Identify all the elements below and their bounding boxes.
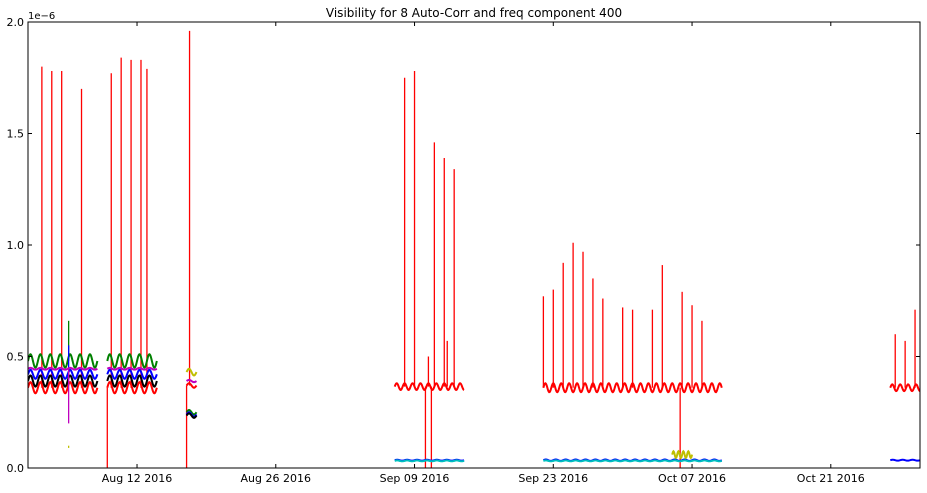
series-4-segment-0	[185, 367, 198, 377]
series-5-segment-1	[106, 366, 158, 371]
series-4	[67, 367, 694, 460]
x-tick-label-0: Aug 12 2016	[102, 472, 172, 485]
y-tick-label-3: 1.5	[7, 128, 25, 141]
series-0	[28, 30, 920, 468]
series-0-segment-3	[393, 382, 465, 392]
plot-frame	[27, 21, 921, 469]
series-5-segment-2	[186, 378, 198, 384]
series-0-segment-2	[185, 382, 198, 389]
x-tick-label-2: Sep 09 2016	[380, 472, 450, 485]
series-6	[394, 459, 723, 463]
y-tick-label-4: 2.0	[7, 16, 25, 29]
series-6-segment-0	[394, 459, 465, 463]
series-5	[28, 366, 198, 424]
series-2-segment-5	[890, 458, 920, 462]
series-1-segment-2	[185, 409, 198, 416]
series-5-segment-0	[28, 366, 98, 371]
x-axis: Aug 12 2016 Aug 26 2016 Sep 09 2016 Sep 23 …	[102, 22, 865, 485]
series-6-segment-1	[543, 459, 723, 463]
series-3-segment-2	[185, 412, 198, 419]
series-2-segment-0	[28, 368, 99, 380]
series-1-segment-0	[28, 353, 99, 369]
series-1-segment-1	[106, 353, 158, 369]
series-0-segment-1	[106, 381, 158, 395]
y-tick-label-1: 0.5	[7, 351, 25, 364]
series-0-segment-0	[28, 381, 99, 395]
y-tick-label-0: 0.0	[7, 462, 25, 475]
series-1	[28, 320, 198, 416]
series-2-segment-1	[106, 368, 158, 380]
x-tick-label-5: Oct 21 2016	[797, 472, 865, 485]
x-tick-label-4: Oct 07 2016	[658, 472, 726, 485]
series-3-segment-0	[28, 374, 99, 388]
x-tick-label-1: Aug 26 2016	[241, 472, 311, 485]
series-3-segment-1	[106, 374, 158, 388]
plot-area	[28, 30, 920, 468]
series-4-segment-1	[671, 449, 694, 460]
y-axis: 0.0 0.5 1.0 1.5 2.0	[7, 16, 920, 475]
x-tick-label-3: Sep 23 2016	[518, 472, 588, 485]
series-3	[28, 374, 198, 419]
chart-title: Visibility for 8 Auto-Corr and freq comp…	[326, 6, 622, 20]
series-2	[28, 345, 920, 462]
y-tick-label-2: 1.0	[7, 239, 25, 252]
y-offset-label: 1e−6	[28, 11, 55, 22]
